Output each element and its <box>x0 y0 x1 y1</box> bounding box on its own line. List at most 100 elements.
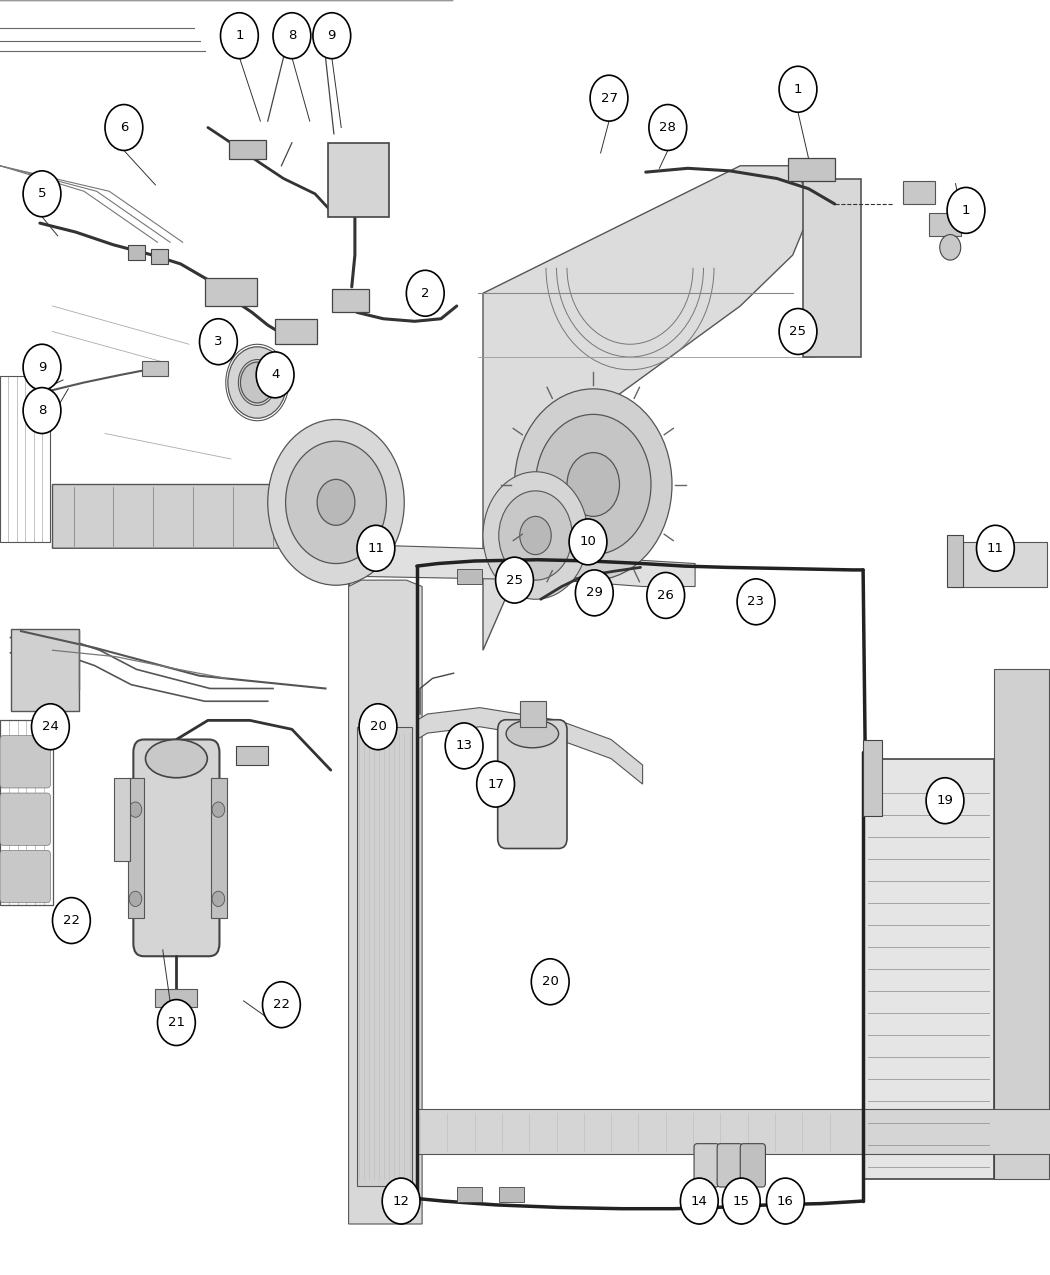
Text: 20: 20 <box>542 975 559 988</box>
Circle shape <box>23 171 61 217</box>
Circle shape <box>240 362 274 403</box>
Ellipse shape <box>146 740 207 778</box>
Ellipse shape <box>506 719 559 747</box>
Circle shape <box>647 572 685 618</box>
FancyBboxPatch shape <box>903 181 934 204</box>
FancyBboxPatch shape <box>457 569 482 584</box>
Text: 9: 9 <box>328 29 336 42</box>
FancyBboxPatch shape <box>947 536 963 586</box>
Circle shape <box>129 802 142 817</box>
Circle shape <box>406 270 444 316</box>
Circle shape <box>766 1178 804 1224</box>
Circle shape <box>23 388 61 434</box>
Text: 29: 29 <box>586 586 603 599</box>
Text: 25: 25 <box>506 574 523 586</box>
FancyBboxPatch shape <box>275 319 317 344</box>
FancyBboxPatch shape <box>328 143 388 217</box>
Text: 2: 2 <box>421 287 429 300</box>
FancyBboxPatch shape <box>520 701 546 727</box>
Circle shape <box>357 525 395 571</box>
FancyBboxPatch shape <box>499 1187 524 1202</box>
FancyBboxPatch shape <box>952 542 1047 586</box>
Circle shape <box>477 761 514 807</box>
FancyBboxPatch shape <box>863 759 994 1179</box>
Text: 1: 1 <box>235 29 244 42</box>
FancyBboxPatch shape <box>10 629 79 711</box>
Circle shape <box>212 891 225 907</box>
Circle shape <box>567 453 619 516</box>
Text: 8: 8 <box>288 29 296 42</box>
Text: 3: 3 <box>214 335 223 348</box>
Circle shape <box>590 75 628 121</box>
Text: 14: 14 <box>691 1195 708 1207</box>
Text: 19: 19 <box>937 794 953 807</box>
Circle shape <box>536 414 651 555</box>
Text: 13: 13 <box>456 740 472 752</box>
FancyBboxPatch shape <box>499 569 524 584</box>
Text: 9: 9 <box>38 361 46 374</box>
FancyBboxPatch shape <box>417 1109 1050 1154</box>
FancyBboxPatch shape <box>863 740 882 816</box>
Text: 23: 23 <box>748 595 764 608</box>
Polygon shape <box>417 708 643 784</box>
FancyBboxPatch shape <box>740 1144 765 1187</box>
FancyBboxPatch shape <box>717 1144 742 1187</box>
Text: 20: 20 <box>370 720 386 733</box>
Circle shape <box>499 491 572 580</box>
Circle shape <box>212 802 225 817</box>
Circle shape <box>514 389 672 580</box>
Circle shape <box>680 1178 718 1224</box>
FancyBboxPatch shape <box>211 778 227 918</box>
Text: 1: 1 <box>962 204 970 217</box>
Text: 22: 22 <box>63 914 80 927</box>
Circle shape <box>105 105 143 150</box>
Text: 8: 8 <box>38 404 46 417</box>
Circle shape <box>256 352 294 398</box>
FancyBboxPatch shape <box>0 850 50 903</box>
Polygon shape <box>349 546 695 587</box>
FancyBboxPatch shape <box>142 361 168 376</box>
Text: 1: 1 <box>794 83 802 96</box>
Circle shape <box>779 66 817 112</box>
FancyBboxPatch shape <box>0 736 50 788</box>
Text: 25: 25 <box>790 325 806 338</box>
Circle shape <box>575 570 613 616</box>
FancyBboxPatch shape <box>155 989 197 1007</box>
Circle shape <box>286 441 386 564</box>
Text: 17: 17 <box>487 778 504 790</box>
FancyBboxPatch shape <box>994 669 1049 1179</box>
FancyBboxPatch shape <box>128 778 144 918</box>
Text: 27: 27 <box>601 92 617 105</box>
Circle shape <box>23 344 61 390</box>
Circle shape <box>262 982 300 1028</box>
Circle shape <box>129 891 142 907</box>
Circle shape <box>947 187 985 233</box>
Circle shape <box>317 479 355 525</box>
FancyBboxPatch shape <box>457 1187 482 1202</box>
Text: 5: 5 <box>38 187 46 200</box>
Text: 11: 11 <box>368 542 384 555</box>
Circle shape <box>531 959 569 1005</box>
Text: 11: 11 <box>987 542 1004 555</box>
Circle shape <box>779 309 817 354</box>
Circle shape <box>32 704 69 750</box>
FancyBboxPatch shape <box>498 719 567 849</box>
Circle shape <box>483 472 588 599</box>
FancyBboxPatch shape <box>236 746 268 765</box>
FancyBboxPatch shape <box>151 249 168 264</box>
Text: 22: 22 <box>273 998 290 1011</box>
Text: 12: 12 <box>393 1195 410 1207</box>
FancyBboxPatch shape <box>694 1144 719 1187</box>
Circle shape <box>496 557 533 603</box>
Text: 28: 28 <box>659 121 676 134</box>
Text: 21: 21 <box>168 1016 185 1029</box>
FancyBboxPatch shape <box>205 278 257 306</box>
Circle shape <box>220 13 258 59</box>
Circle shape <box>737 579 775 625</box>
Circle shape <box>445 723 483 769</box>
Circle shape <box>273 13 311 59</box>
Circle shape <box>926 778 964 824</box>
Circle shape <box>268 419 404 585</box>
Circle shape <box>200 319 237 365</box>
Circle shape <box>520 516 551 555</box>
